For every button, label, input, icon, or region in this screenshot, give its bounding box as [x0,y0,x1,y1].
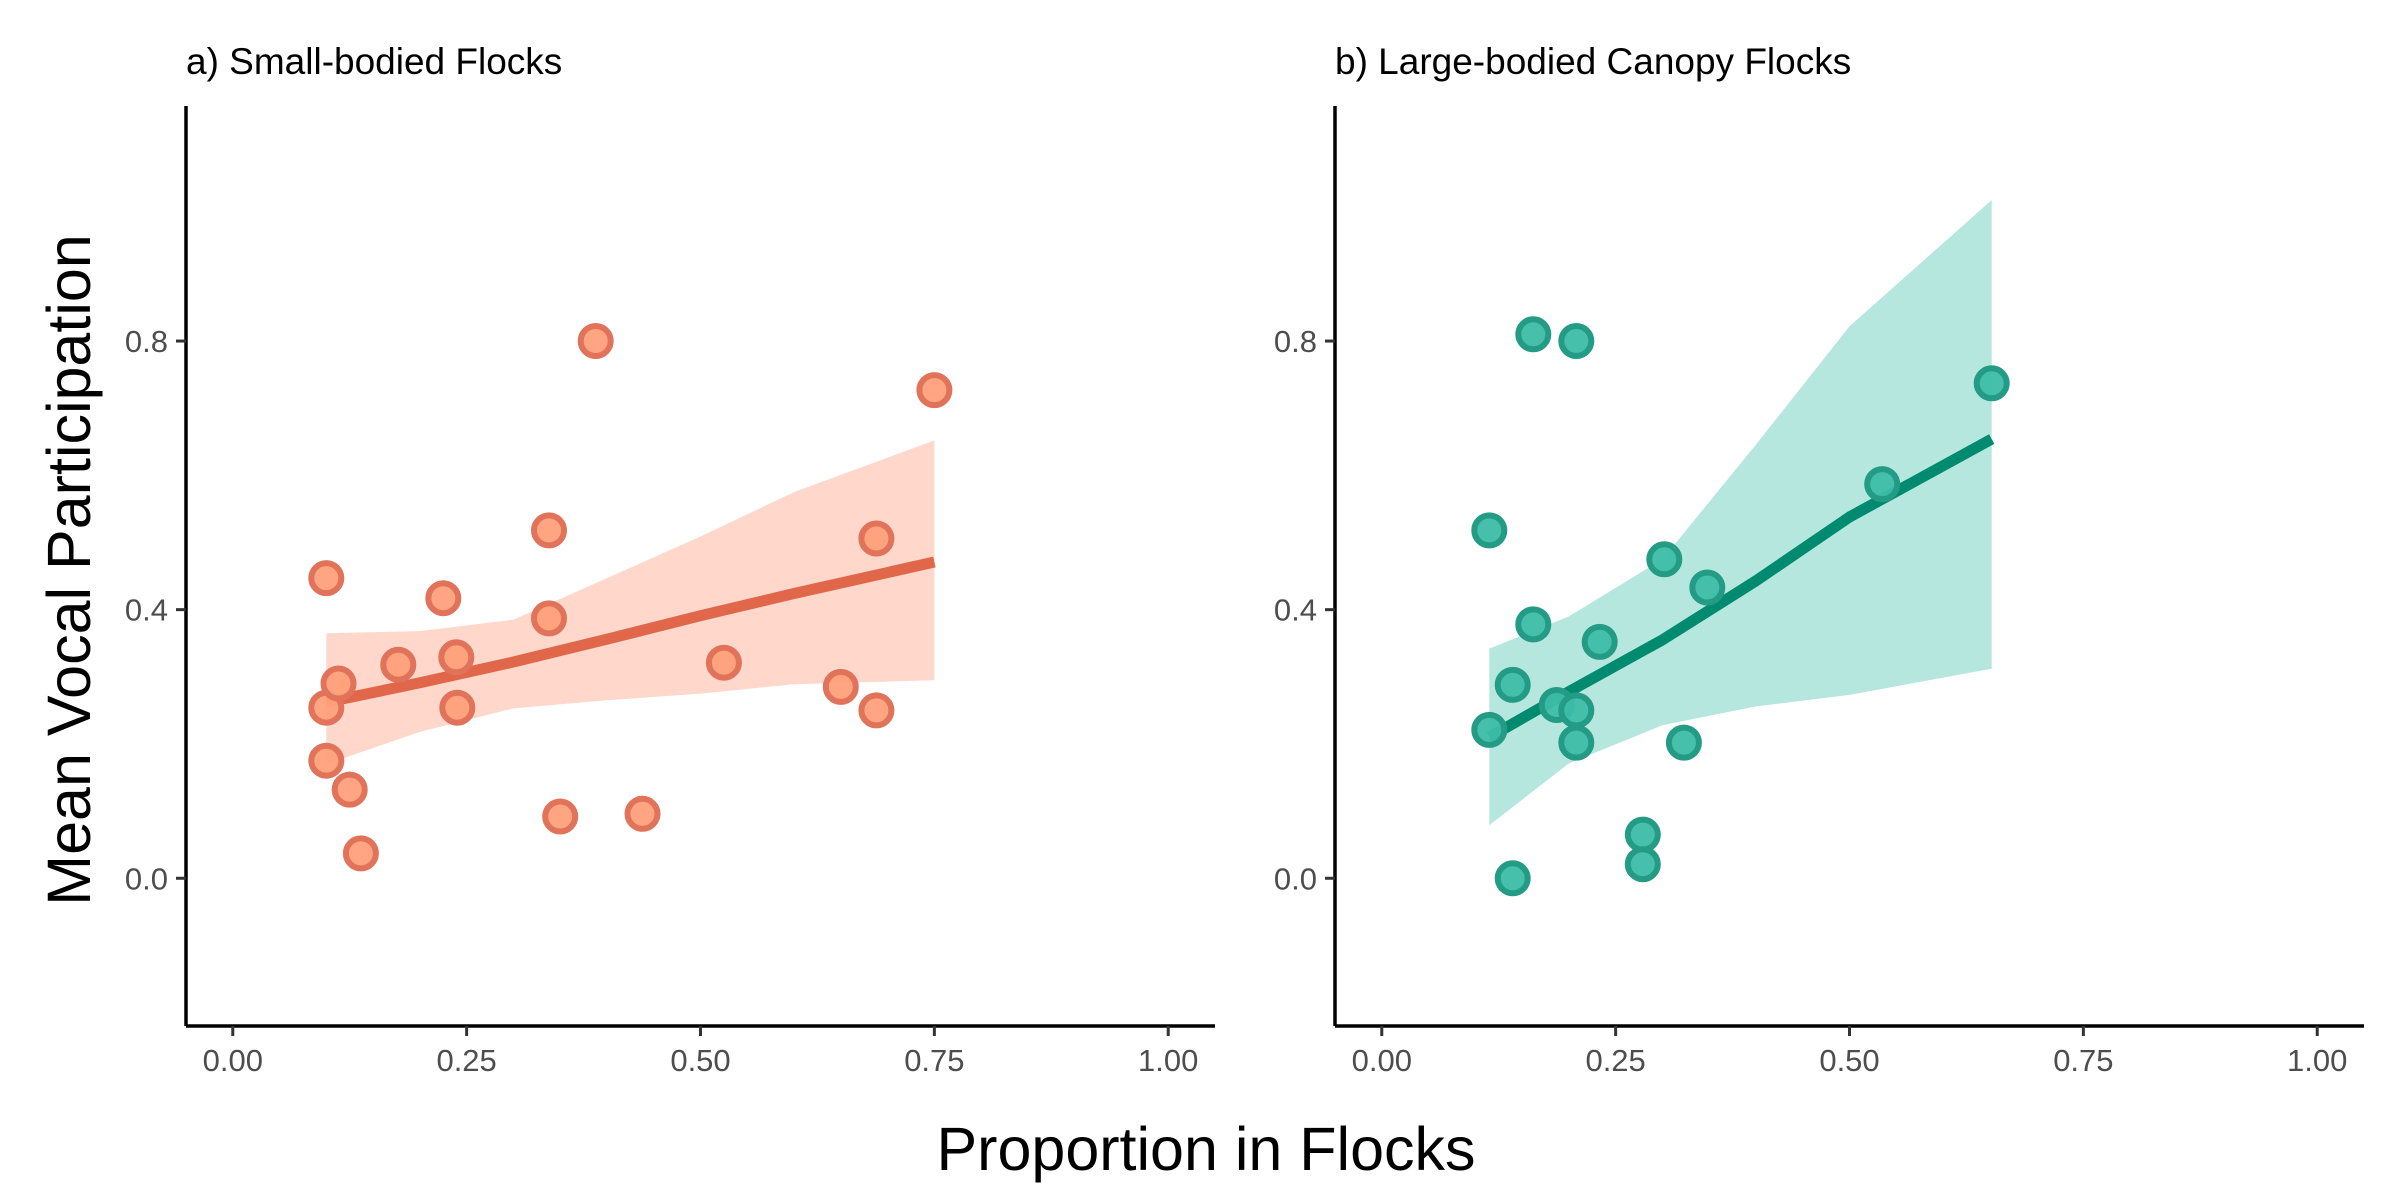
data-point [308,742,345,779]
x-tick-label: 0.00 [1352,1043,1412,1078]
x-tick-label: 1.00 [1138,1043,1198,1078]
fit-line [325,556,936,708]
data-point [1646,541,1683,578]
x-tick-label: 0.25 [436,1043,496,1078]
data-point [1471,512,1508,549]
data-point [1689,569,1726,606]
panels: a) Small-bodied Flocks 0.00 0.25 0.50 0.75 1.… [125,41,2364,1078]
data-point [1515,316,1552,353]
data-point [858,520,895,557]
data-point [1558,323,1595,359]
x-tick-label: 0.75 [904,1043,964,1078]
data-point [577,323,614,359]
data-point [425,580,462,617]
x-tick-label: 0.50 [1819,1043,1879,1078]
data-point [542,798,579,835]
data-point [308,560,345,597]
panel-title: a) Small-bodied Flocks [186,41,562,82]
y-tick-label: 0.0 [1274,861,1317,896]
data-point [1558,724,1595,761]
data-point [1515,606,1552,643]
data-point [331,771,368,808]
data-point [1558,692,1595,729]
y-axis-title: Mean Vocal Participation [35,234,103,905]
panel-a: a) Small-bodied Flocks 0.00 0.25 0.50 0.75 1.… [125,41,1215,1078]
confidence-ribbon [326,440,935,765]
y-tick-label: 0.0 [125,861,168,896]
data-point [822,668,859,705]
x-tick-label: 0.00 [203,1043,263,1078]
data-point [342,835,379,872]
data-point [438,639,475,676]
x-tick-label: 0.75 [2053,1043,2113,1078]
panel-b: b) Large-bodied Canopy Flocks 0.00 0.25 0.5… [1274,41,2364,1078]
x-tick-label: 0.50 [670,1043,730,1078]
data-point [624,795,661,832]
data-point [531,600,567,637]
y-tick-label: 0.8 [1274,324,1317,359]
data-point [1624,816,1661,853]
data-point [1581,623,1618,660]
data-point [439,689,476,726]
data-point [1665,724,1702,761]
y-tick-label: 0.4 [125,593,168,628]
y-tick-label: 0.4 [1274,593,1317,628]
data-point [1471,711,1508,748]
x-axis-title: Proportion in Flocks [936,1115,1475,1183]
x-tick-label: 0.25 [1585,1043,1645,1078]
data-point [320,665,357,702]
y-tick-label: 0.8 [125,324,168,359]
data-point [858,692,895,729]
data-point [705,644,742,681]
data-point [1624,846,1661,883]
data-point [1494,666,1531,703]
panel-title: b) Large-bodied Canopy Flocks [1335,41,1851,82]
data-point [1973,365,2010,402]
data-point [1494,860,1531,897]
data-point [1864,466,1901,503]
x-tick-label: 1.00 [2287,1043,2347,1078]
data-point [916,372,953,409]
data-point [380,646,417,683]
data-point [531,512,567,549]
